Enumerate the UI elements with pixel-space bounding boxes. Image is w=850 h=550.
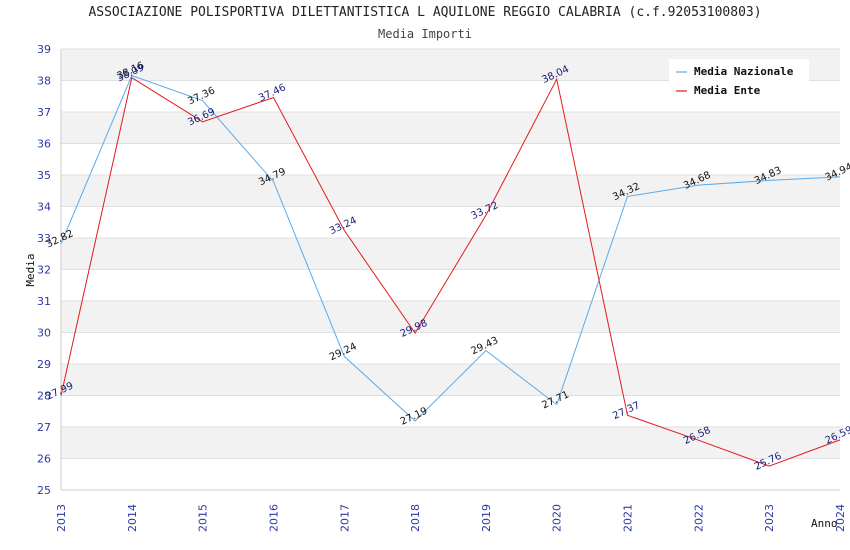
series-line-media-ente — [60, 76, 841, 467]
grid-band — [61, 112, 840, 144]
chart-title: ASSOCIAZIONE POLISPORTIVA DILETTANTISTIC… — [88, 5, 762, 20]
x-tick-label: 2020 — [551, 504, 564, 532]
data-label-media-ente: 37.46 — [257, 82, 288, 104]
axes — [60, 49, 840, 491]
y-tick-label: 31 — [37, 295, 51, 308]
y-tick-label: 30 — [37, 327, 51, 340]
y-tick-label: 29 — [37, 358, 51, 371]
y-tick-label: 28 — [37, 390, 51, 403]
grid-band — [61, 427, 840, 459]
data-label-media-nazionale: 37.36 — [186, 85, 217, 107]
y-tick-label: 32 — [37, 264, 51, 277]
x-tick-label: 2018 — [409, 504, 422, 532]
gridlines — [61, 48, 840, 491]
y-tick-label: 25 — [37, 484, 51, 497]
x-tick-label: 2019 — [480, 504, 493, 532]
chart-subtitle: Media Importi — [378, 27, 472, 41]
data-label-media-nazionale: 29.24 — [328, 341, 359, 363]
y-tick-label: 39 — [37, 43, 51, 56]
x-tick-labels: 2013 2014 2015 2016 2017 2018 2019 2020 2021 2022… — [55, 504, 847, 532]
y-tick-label: 37 — [37, 106, 51, 119]
y-tick-label: 38 — [37, 75, 51, 88]
y-tick-label: 33 — [37, 232, 51, 245]
series-lines — [60, 74, 841, 467]
data-label-media-nazionale: 27.19 — [399, 406, 430, 428]
x-tick-label: 2024 — [834, 504, 847, 532]
x-tick-label: 2017 — [338, 504, 351, 532]
x-tick-label: 2015 — [197, 504, 210, 532]
y-tick-label: 34 — [37, 201, 51, 214]
x-tick-label: 2014 — [126, 504, 139, 532]
series-line-media-nazionale — [60, 74, 841, 422]
y-tick-label: 36 — [37, 138, 51, 151]
grid-band — [61, 175, 840, 207]
x-tick-label: 2016 — [267, 504, 280, 532]
y-tick-labels: 25 26 27 28 29 30 31 32 33 34 35 36 37 38 39 — [37, 43, 51, 497]
y-axis-label: Media — [24, 253, 37, 286]
data-label-media-ente: 33.24 — [328, 215, 359, 237]
legend-box — [669, 59, 809, 101]
legend: Media Nazionale Media Ente — [669, 59, 809, 101]
data-label-media-ente: 27.99 — [45, 381, 76, 403]
y-tick-label: 26 — [37, 453, 51, 466]
x-tick-label: 2022 — [692, 504, 705, 532]
x-axis-label: Anno — [811, 517, 838, 530]
legend-label-media-nazionale: Media Nazionale — [694, 65, 794, 78]
grid-band — [61, 301, 840, 333]
data-label-media-nazionale: 29.43 — [470, 335, 501, 357]
y-tick-label: 35 — [37, 169, 51, 182]
plot-background-bands — [61, 49, 840, 459]
legend-label-media-ente: Media Ente — [694, 84, 761, 97]
x-tick-label: 2013 — [55, 504, 68, 532]
x-tick-label: 2023 — [763, 504, 776, 532]
x-tick-label: 2021 — [622, 504, 635, 532]
grid-band — [61, 238, 840, 270]
y-tick-label: 27 — [37, 421, 51, 434]
grid-band — [61, 364, 840, 396]
